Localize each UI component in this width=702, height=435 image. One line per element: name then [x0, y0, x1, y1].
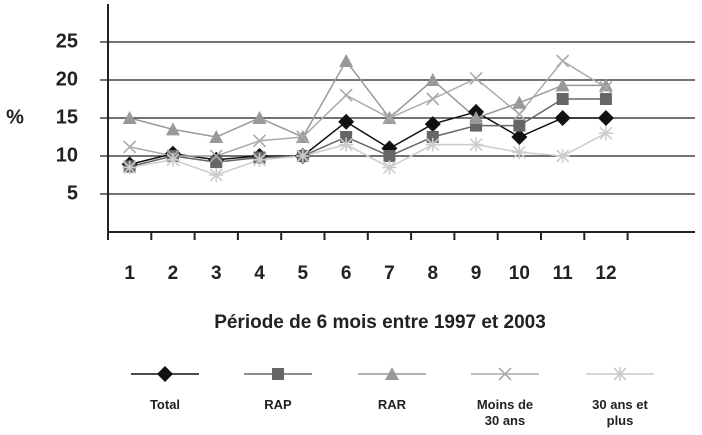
series-line	[129, 59, 606, 138]
point	[165, 122, 180, 136]
legend-label: RAP	[264, 397, 292, 412]
point	[339, 54, 354, 67]
x-tick-label: 6	[341, 263, 352, 284]
point	[511, 129, 528, 145]
point	[252, 134, 267, 148]
point	[556, 93, 569, 105]
legend-label: Total	[149, 397, 181, 412]
point	[122, 160, 137, 175]
point	[599, 81, 613, 95]
point	[383, 150, 396, 162]
point	[598, 126, 613, 141]
point	[338, 113, 355, 130]
legend-label: Moins de 30 ans	[476, 397, 534, 428]
point	[252, 111, 267, 124]
point	[556, 54, 570, 68]
y-axis-label: %	[6, 106, 24, 128]
point	[426, 92, 440, 106]
point	[339, 88, 353, 102]
y-tick-label: 25	[56, 30, 78, 52]
point	[382, 111, 397, 125]
legend-marker	[613, 367, 627, 381]
point	[599, 93, 612, 105]
x-tick-label: 9	[471, 263, 482, 284]
point	[209, 168, 224, 182]
point	[554, 110, 571, 126]
series-line	[129, 111, 606, 166]
x-tick-label: 4	[254, 263, 265, 284]
point	[210, 156, 223, 169]
point	[555, 78, 570, 92]
point	[513, 119, 526, 132]
point	[123, 140, 137, 154]
series-line	[129, 60, 607, 157]
point	[295, 149, 310, 163]
point	[555, 149, 570, 163]
legend-marker	[272, 368, 284, 380]
point	[469, 111, 484, 124]
point	[165, 152, 180, 167]
legend-marker	[385, 367, 399, 380]
x-tick-label: 8	[427, 263, 438, 284]
point	[512, 95, 527, 109]
point	[426, 131, 439, 143]
series-line	[129, 98, 606, 168]
legend-label: RAR	[377, 397, 407, 412]
point	[122, 111, 137, 124]
y-tick-label: 10	[56, 144, 78, 166]
x-tick-label: 11	[553, 263, 574, 284]
point	[209, 149, 223, 163]
x-axis-label: Période de 6 mois entre 1997 et 2003	[214, 312, 546, 333]
point	[512, 145, 527, 160]
point	[597, 110, 614, 126]
point	[425, 137, 440, 152]
series-line	[129, 132, 607, 176]
x-tick-label: 7	[384, 263, 395, 284]
point	[469, 137, 484, 152]
legend-label: 30 ans et plus	[592, 397, 648, 428]
point	[598, 78, 613, 92]
point	[340, 131, 353, 143]
point	[252, 152, 267, 167]
x-tick-label: 1	[124, 263, 135, 284]
point	[512, 107, 526, 121]
x-tick-label: 5	[298, 263, 309, 284]
y-tick-label: 5	[67, 182, 78, 204]
y-tick-label: 20	[56, 68, 78, 90]
x-tick-label: 12	[595, 263, 616, 284]
point	[382, 160, 397, 175]
x-tick-label: 10	[509, 263, 530, 284]
x-tick-label: 3	[211, 263, 222, 284]
x-tick-label: 2	[168, 263, 179, 284]
point	[339, 137, 354, 152]
point	[469, 71, 483, 86]
y-tick-label: 15	[56, 106, 78, 128]
legend-marker	[157, 366, 173, 382]
point	[209, 130, 224, 143]
point	[424, 116, 441, 133]
point	[425, 73, 440, 86]
point	[296, 130, 310, 144]
legend-marker	[498, 367, 512, 381]
